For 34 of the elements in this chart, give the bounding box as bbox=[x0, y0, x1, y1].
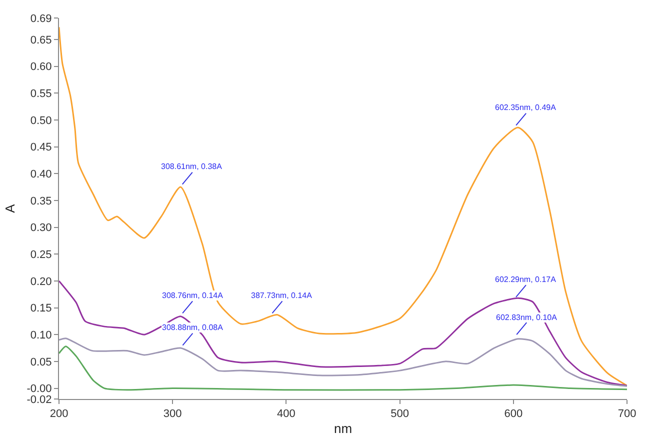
y-tick-label: 0.25 bbox=[30, 248, 52, 261]
y-tick-label: 0.10 bbox=[30, 329, 52, 342]
y-tick-label: 0.15 bbox=[30, 302, 52, 315]
line-series bbox=[59, 26, 627, 386]
y-tick-label: 0.55 bbox=[30, 88, 52, 100]
y-tick-label: 0.30 bbox=[30, 222, 52, 234]
line-series bbox=[59, 346, 627, 391]
y-tick-label: 0.65 bbox=[30, 34, 52, 46]
y-tick-label: -0.02 bbox=[26, 394, 52, 406]
y-tick-label: 0.60 bbox=[30, 61, 52, 74]
x-tick-label: 300 bbox=[163, 408, 182, 420]
annotation: 602.29nm, 0.17A bbox=[495, 275, 557, 284]
annotation: 602.35nm, 0.49A bbox=[495, 103, 557, 112]
annotation: 602.83nm, 0.10A bbox=[496, 313, 558, 322]
y-tick-label: 0.50 bbox=[30, 114, 52, 127]
line-series bbox=[59, 338, 627, 387]
y-tick-label: 0.20 bbox=[30, 276, 52, 288]
annotation: 308.76nm, 0.14A bbox=[162, 291, 224, 300]
x-tick-label: 700 bbox=[618, 408, 636, 420]
y-tick-label: 0.40 bbox=[30, 168, 52, 180]
y-axis-title: A bbox=[2, 204, 18, 213]
y-tick-label: 0.45 bbox=[30, 142, 52, 154]
y-tick-label: 0.69 bbox=[30, 12, 52, 25]
y-tick-label: 0.05 bbox=[30, 356, 52, 368]
y-tick-label: 0.35 bbox=[30, 195, 52, 208]
x-axis-title: nm bbox=[334, 420, 352, 436]
x-tick-label: 600 bbox=[504, 408, 523, 420]
x-tick-label: 400 bbox=[277, 408, 296, 420]
y-tick-label: -0.00 bbox=[26, 383, 52, 396]
annotation: 387.73nm, 0.14A bbox=[251, 291, 313, 300]
x-tick-label: 500 bbox=[390, 408, 409, 420]
annotation: 308.61nm, 0.38A bbox=[161, 162, 223, 171]
x-tick-label: 200 bbox=[50, 408, 68, 420]
annotation: 308.88nm, 0.08A bbox=[162, 323, 224, 332]
